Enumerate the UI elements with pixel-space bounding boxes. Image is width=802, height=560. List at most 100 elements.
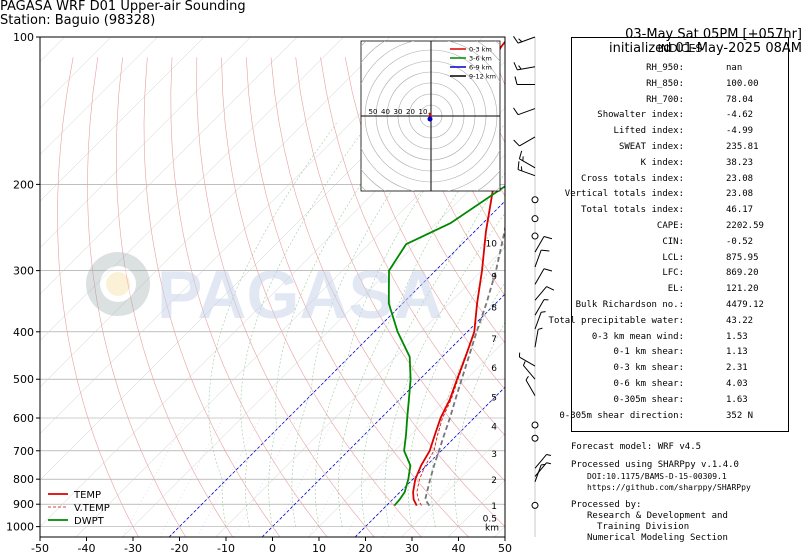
- index-value: 869.20: [726, 268, 759, 279]
- y-tick-label: 300: [13, 265, 34, 278]
- index-row: Lifted index: -4.99: [572, 126, 788, 138]
- wind-barb: [525, 376, 536, 396]
- dry-adiabat-line: [196, 57, 375, 537]
- index-row: EL: 121.20: [572, 284, 788, 296]
- hodograph-range-label: 50: [369, 108, 378, 116]
- index-row: Total totals index: 46.17: [572, 205, 788, 217]
- y-tick-label: 1000: [6, 521, 34, 534]
- y-tick-label: 900: [13, 498, 34, 511]
- x-tick-label: 40: [452, 542, 466, 555]
- isotherm-line: [308, 340, 505, 537]
- dry-adiabat-line: [320, 57, 505, 436]
- hodograph-range-label: 10: [419, 108, 428, 116]
- wind-barb: [514, 76, 535, 85]
- isotherm-line: [40, 37, 437, 434]
- dry-adiabat-line: [57, 57, 139, 537]
- index-row: CAPE: 2202.59: [572, 221, 788, 233]
- series-dwpt-line: [387, 185, 505, 507]
- dry-adiabat-line: [369, 57, 505, 344]
- dry-adiabat-line: [419, 57, 505, 248]
- index-label: Lifted index:: [613, 126, 684, 137]
- mixing-ratio-line: [382, 417, 447, 537]
- height-tick-label: 1: [491, 502, 497, 512]
- wind-barb: [534, 236, 553, 253]
- moist-adiabat-line: [384, 212, 505, 527]
- footer: Forecast model: WRF v4.5 Processed using…: [571, 442, 801, 544]
- index-value: 352 N: [726, 410, 754, 421]
- title-line-2: Station: Baguio (98328): [0, 13, 156, 28]
- valid-line-2: initialized 01-May-2025 08AM: [608, 41, 802, 56]
- index-label: SWEAT index:: [618, 142, 684, 152]
- index-label: EL:: [667, 284, 684, 295]
- index-value: 2.31: [726, 363, 748, 374]
- moist-adiabat-line: [407, 245, 505, 527]
- index-label: 0-3 km mean wind:: [591, 331, 684, 342]
- dry-adiabat-line: [221, 57, 422, 537]
- index-row: LFC: 869.20: [572, 268, 788, 280]
- isotherm-line: [40, 37, 65, 62]
- wind-barb: [531, 501, 539, 509]
- index-value: 78.04: [726, 94, 754, 105]
- dry-adiabat-line: [344, 57, 505, 390]
- index-row: Total precipitable water: 43.22: [549, 316, 788, 328]
- wind-barb: [534, 299, 549, 316]
- footer-processed: Processed using SHARPpy v.1.4.0: [571, 460, 739, 470]
- index-value: 4479.12: [726, 300, 764, 310]
- y-tick-label: 400: [13, 326, 34, 339]
- dry-adiabat-line: [246, 57, 469, 537]
- hodograph-trace: [428, 112, 432, 118]
- height-tick-label: 9: [491, 273, 497, 283]
- index-value: -4.62: [726, 110, 754, 121]
- x-tick-label: -30: [124, 542, 142, 555]
- watermark: PAGASA: [157, 257, 443, 333]
- y-tick-label: 700: [13, 445, 34, 458]
- height-tick-label: 8: [491, 303, 497, 313]
- y-tick-label: 100: [13, 31, 34, 44]
- dry-adiabat-line: [394, 57, 505, 296]
- background-lines: [40, 37, 505, 537]
- x-tick-label: -50: [31, 542, 49, 555]
- index-row: 0-6 km shear: 4.03: [572, 379, 788, 391]
- isotherm-line: [40, 37, 158, 155]
- wind-barb: [513, 36, 536, 44]
- moist-adiabat-line: [240, 123, 369, 527]
- wind-barbs: [513, 36, 555, 537]
- legend: TEMP V.TEMP DWPT: [48, 490, 110, 527]
- footer-processed-by: Processed by:: [571, 500, 642, 510]
- mixing-ratio-line: [271, 417, 335, 537]
- hodograph-range-label: 20: [406, 108, 415, 116]
- index-value: 1.13: [726, 347, 748, 358]
- wind-barb: [534, 311, 546, 330]
- mixing-ratio-line: [233, 417, 298, 537]
- wind-barb: [531, 421, 539, 429]
- wind-barb: [534, 453, 552, 469]
- index-row: Cross totals index: 23.08: [572, 174, 788, 186]
- wind-barb: [518, 150, 536, 169]
- index-row: 0-3 km shear: 2.31: [572, 363, 788, 375]
- wind-barb: [534, 462, 552, 477]
- footer-org-1: Research & Development and: [587, 511, 728, 521]
- isotherm-line: [40, 37, 251, 248]
- mixing-ratio-line: [345, 417, 410, 537]
- mixing-ratio-line: [308, 417, 373, 537]
- index-label: 0-3 km shear:: [613, 363, 684, 374]
- indices-panel: INDICES RH_950: nan RH_850: 100.00 RH_700: 78…: [549, 37, 789, 432]
- indices-title: INDICES: [657, 42, 703, 55]
- height-tick-label: 2: [491, 476, 497, 486]
- mixing-ratio-line: [419, 417, 484, 537]
- height-tick-label: 6: [491, 364, 497, 374]
- index-row: LCL: 875.95: [572, 253, 788, 265]
- chart-title: PAGASA WRF D01 Upper-air Sounding Statio…: [0, 0, 802, 28]
- wind-barb: [518, 352, 536, 367]
- index-value: -0.52: [726, 236, 754, 247]
- moist-adiabat-line: [338, 123, 505, 527]
- index-label: Total precipitable water:: [548, 315, 684, 326]
- index-value: 1.53: [726, 331, 748, 342]
- height-unit-label: km: [485, 524, 499, 534]
- isotherm-line: [401, 433, 505, 537]
- index-value: nan: [726, 63, 743, 73]
- index-label: LCL:: [662, 252, 684, 263]
- hodograph-mean-marker: [427, 116, 433, 122]
- wind-barb: [534, 463, 546, 482]
